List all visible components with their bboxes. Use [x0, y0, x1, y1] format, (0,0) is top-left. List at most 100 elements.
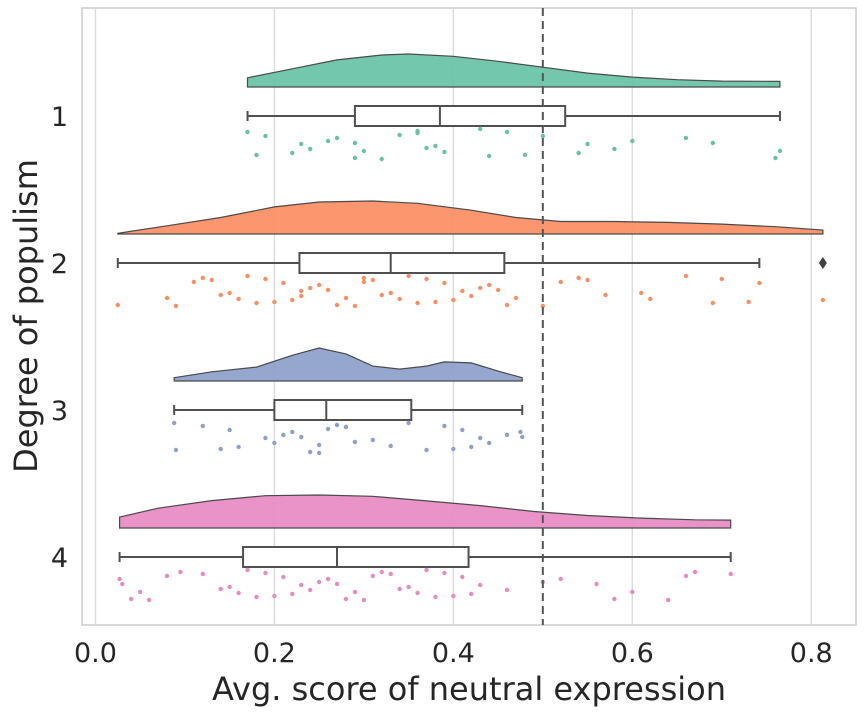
x-tick-label: 0.6 — [611, 638, 654, 669]
data-point — [191, 279, 197, 285]
data-point — [576, 275, 581, 281]
data-point — [397, 132, 402, 138]
data-point — [299, 293, 304, 299]
data-point — [451, 446, 456, 452]
data-point — [129, 596, 134, 602]
data-point — [146, 597, 152, 603]
data-point — [173, 303, 179, 309]
x-tick-label: 0.4 — [432, 638, 475, 669]
data-point — [647, 296, 653, 302]
violin-1 — [246, 53, 781, 88]
data-point — [504, 432, 510, 438]
data-point — [442, 423, 447, 429]
data-point — [424, 145, 429, 151]
data-point — [263, 133, 268, 139]
data-point — [388, 290, 393, 296]
data-point — [504, 587, 510, 593]
data-point — [290, 150, 295, 156]
data-point — [451, 593, 456, 599]
data-point — [442, 280, 447, 286]
data-point — [164, 295, 170, 301]
data-point — [513, 295, 519, 301]
data-point — [630, 138, 635, 144]
box-2 — [298, 252, 506, 274]
data-point — [343, 596, 349, 602]
data-point — [379, 292, 384, 298]
data-point — [433, 594, 438, 600]
data-point — [290, 591, 295, 597]
data-point — [263, 570, 268, 576]
data-point — [576, 150, 581, 156]
data-point — [469, 591, 474, 597]
data-point — [325, 138, 331, 144]
plot-background — [81, 7, 857, 626]
data-point — [209, 277, 214, 283]
data-point — [137, 589, 143, 595]
data-point — [540, 133, 546, 139]
data-point — [757, 280, 762, 286]
violin-2 — [117, 200, 824, 235]
x-tick-label: 0.0 — [74, 638, 117, 669]
data-point — [352, 589, 358, 595]
y-tick-label: 4 — [51, 543, 68, 574]
data-point — [728, 571, 733, 577]
data-point — [486, 153, 492, 159]
data-point — [316, 442, 322, 448]
data-point — [469, 444, 474, 450]
data-point — [325, 426, 331, 432]
data-point — [290, 429, 295, 435]
data-point — [415, 130, 420, 136]
data-point — [316, 282, 322, 288]
data-point — [236, 590, 241, 596]
data-point — [630, 589, 635, 595]
data-point — [227, 584, 232, 590]
data-point — [352, 439, 358, 445]
data-point — [227, 290, 232, 296]
data-point — [424, 447, 429, 453]
data-point — [442, 149, 447, 155]
data-point — [272, 440, 277, 446]
data-point — [504, 302, 510, 308]
data-point — [486, 440, 492, 446]
data-point — [415, 300, 420, 306]
data-point — [325, 287, 331, 293]
data-point — [263, 435, 268, 441]
data-point — [370, 437, 376, 443]
data-point — [352, 303, 358, 309]
data-point — [227, 427, 232, 433]
box-4 — [242, 546, 470, 568]
data-point — [585, 141, 590, 147]
data-point — [683, 135, 689, 141]
y-tick-label: 1 — [51, 102, 68, 133]
box-1 — [353, 105, 567, 127]
data-point — [178, 569, 183, 575]
y-ticks: 1 2 3 4 — [51, 102, 68, 574]
data-point — [460, 574, 465, 580]
x-ticks: 0.0 0.2 0.4 0.6 0.8 — [74, 638, 833, 669]
data-point — [316, 450, 322, 456]
data-point — [683, 273, 689, 279]
data-point — [424, 276, 429, 282]
data-point — [173, 447, 179, 453]
data-point — [415, 590, 420, 596]
data-point — [683, 573, 689, 579]
y-axis-title: Degree of populism — [7, 159, 45, 473]
data-point — [820, 297, 826, 303]
group-4 — [117, 494, 733, 603]
data-point — [120, 581, 125, 587]
data-point — [746, 299, 751, 305]
data-point — [272, 299, 277, 305]
outlier-marker — [818, 257, 827, 269]
data-point — [397, 586, 402, 592]
data-point — [370, 277, 376, 283]
data-point — [433, 299, 438, 305]
data-point — [117, 576, 122, 582]
data-point — [406, 273, 411, 279]
data-point — [603, 292, 608, 298]
data-point — [334, 302, 340, 308]
data-point — [281, 432, 286, 438]
data-point — [272, 593, 277, 599]
data-point — [343, 295, 349, 301]
data-point — [379, 156, 384, 162]
